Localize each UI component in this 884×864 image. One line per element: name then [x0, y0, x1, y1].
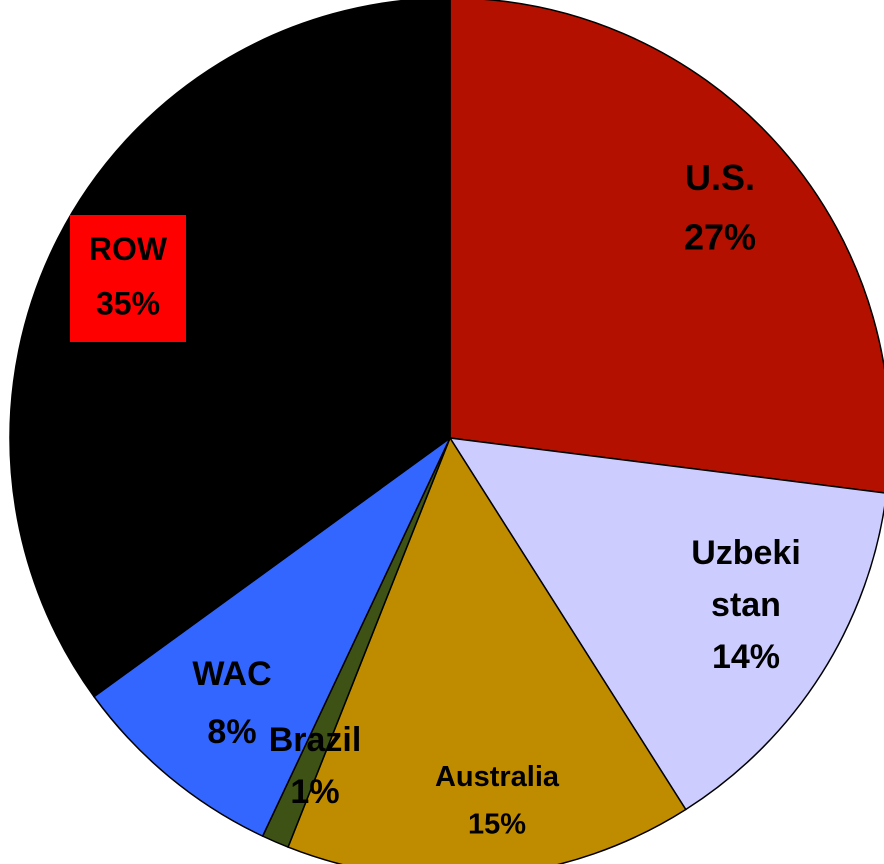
pie-slice: [9, 0, 451, 698]
value-label: 35%: [96, 285, 160, 321]
value-label: 14%: [712, 638, 780, 676]
slice-label: Uzbeki stan: [691, 534, 801, 624]
slice-label: Brazil: [269, 721, 362, 759]
label-box: [70, 215, 186, 342]
slice-label-line: Brazil: [269, 721, 362, 759]
pie-slice: [287, 436, 687, 864]
value-label: 27%: [684, 217, 756, 258]
value-label: 1%: [290, 773, 339, 811]
slice-label-line: stan: [711, 586, 781, 624]
slice-label: U.S.: [685, 157, 755, 198]
slice-label-line: U.S.: [685, 157, 755, 198]
slice-label: ROW: [89, 231, 168, 267]
pie-slice: [449, 0, 884, 494]
pie-slice: [448, 437, 884, 811]
slice-label-line: Uzbeki: [691, 534, 801, 572]
slice-label-line: WAC: [192, 655, 271, 693]
slice-label: Australia: [435, 761, 560, 793]
value-label: 15%: [468, 809, 526, 841]
slice-label-line: ROW: [89, 231, 168, 267]
pie-slice: [92, 437, 451, 838]
slice-label-line: Australia: [435, 761, 560, 793]
slice-label: WAC: [192, 655, 271, 693]
value-label: 8%: [207, 713, 256, 751]
